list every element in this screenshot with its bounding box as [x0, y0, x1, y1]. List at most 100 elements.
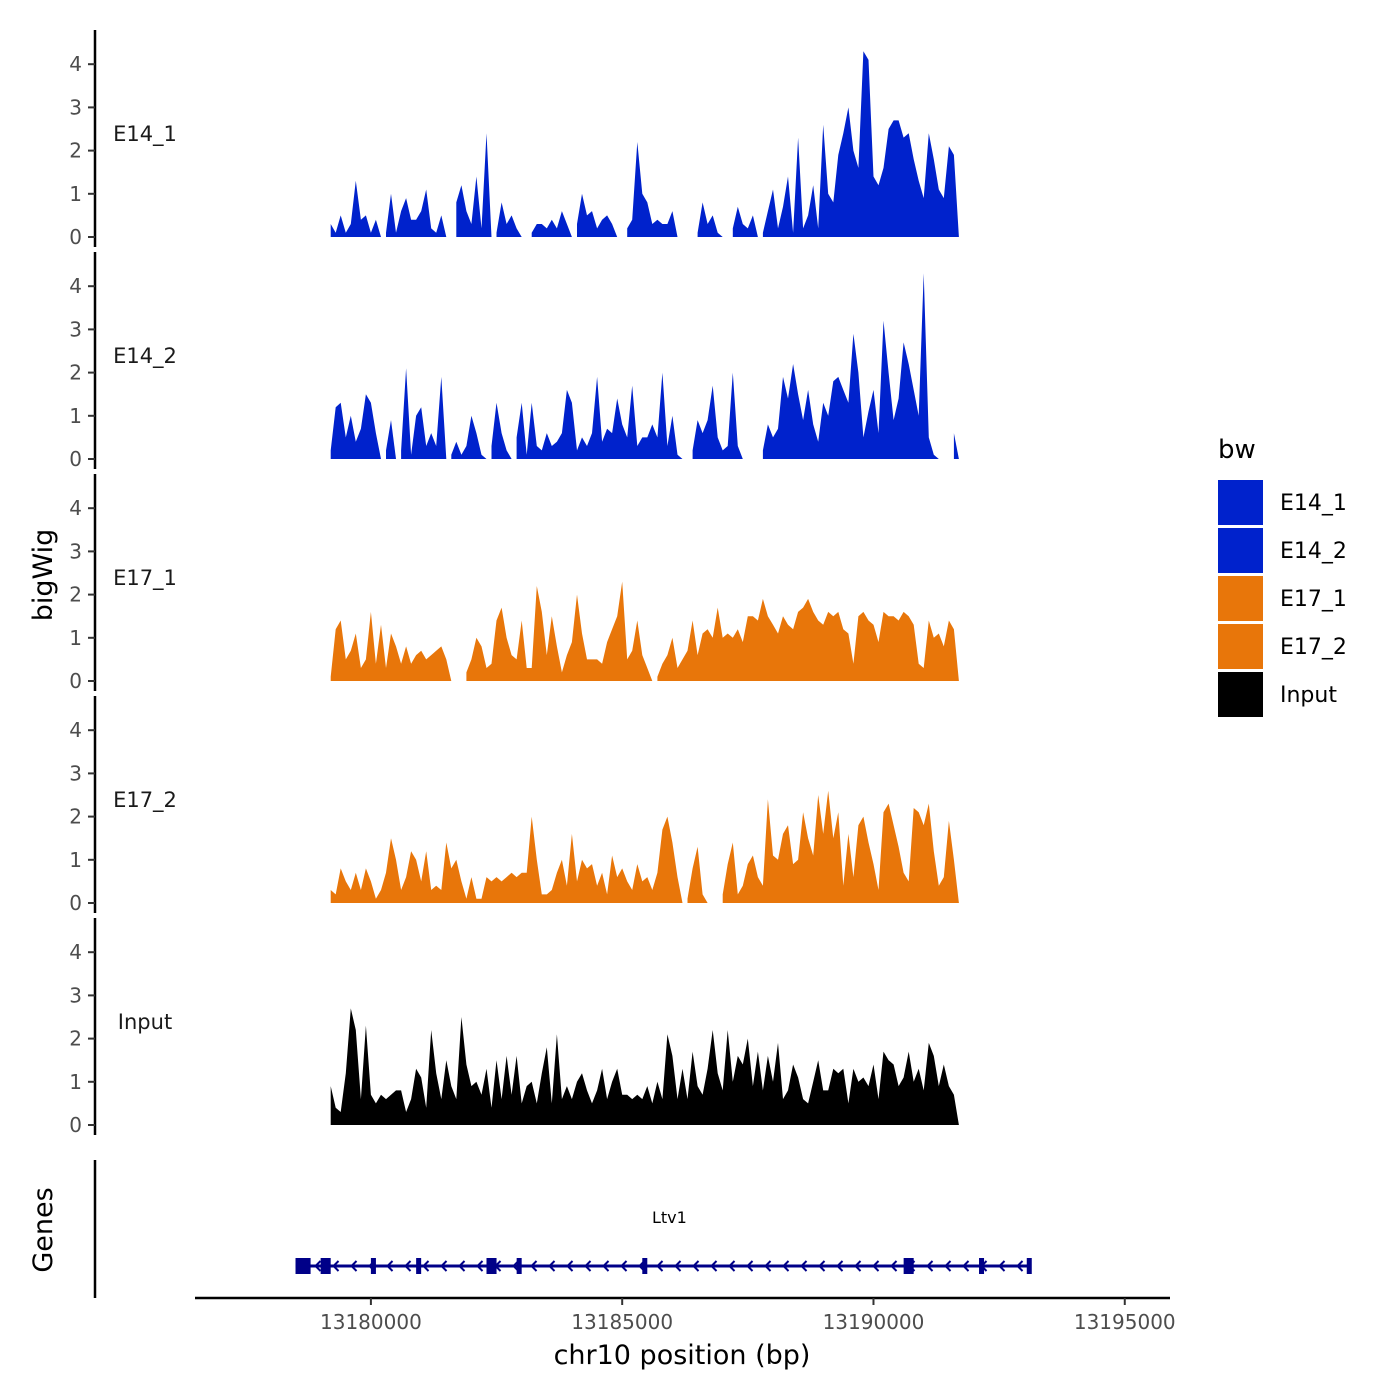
x-tick-label: 13195000: [1074, 1310, 1176, 1334]
y-tick-label: 2: [69, 361, 82, 385]
track-label: E14_2: [113, 344, 177, 369]
gene-ltv1: Ltv1: [295, 1208, 1032, 1274]
strand-chevron: [836, 1260, 844, 1272]
coverage-area: [386, 420, 396, 459]
gene-track: Ltv1: [93, 1160, 1032, 1298]
strand-chevron: [926, 1260, 934, 1272]
coverage-area: [330, 180, 381, 237]
y-tick-label: 1: [69, 848, 82, 872]
track-e17-2: 0 1 2 3 4 E17_2: [69, 696, 959, 915]
coverage-tracks: 0 1 2 3 4 E14_1 0 1 2 3 4 E14_2 0 1 2 3 4 E17_1 0 1 2 3 4 E17_2…: [69, 30, 959, 1137]
y-tick-label: 2: [69, 1027, 82, 1051]
coverage-area: [687, 846, 708, 903]
strand-chevron: [746, 1260, 754, 1272]
legend-label: E14_1: [1280, 491, 1347, 516]
legend-label: E17_1: [1280, 587, 1347, 612]
coverage-area: [692, 372, 743, 459]
y-tick-label: 2: [69, 139, 82, 163]
strand-chevron: [476, 1260, 484, 1272]
gene-exon: [370, 1258, 376, 1274]
coverage-area: [451, 415, 487, 459]
strand-chevron: [332, 1260, 340, 1272]
gene-exon: [979, 1258, 985, 1274]
x-tick-label: 13190000: [823, 1310, 925, 1334]
strand-chevron: [548, 1260, 556, 1272]
coverage-area: [330, 816, 683, 903]
coverage-area: [466, 581, 653, 681]
strand-chevron: [656, 1260, 664, 1272]
gene-exon: [320, 1258, 331, 1274]
coverage-area: [762, 51, 959, 238]
y-tick-label: 3: [69, 317, 82, 341]
coverage-area: [657, 598, 959, 681]
coverage-area: [697, 202, 723, 237]
strand-chevron: [1016, 1260, 1024, 1272]
x-axis-title: chr10 position (bp): [554, 1340, 811, 1371]
strand-chevron: [530, 1260, 538, 1272]
x-tick-label: 13180000: [320, 1310, 422, 1334]
coverage-area: [577, 193, 618, 237]
y-tick-label: 1: [69, 626, 82, 650]
coverage-area: [330, 611, 452, 681]
strand-chevron: [854, 1260, 862, 1272]
track-label: E17_2: [113, 788, 177, 813]
coverage-area: [456, 133, 492, 237]
coverage-area: [722, 790, 959, 903]
track-e14-1: 0 1 2 3 4 E14_1: [69, 30, 959, 249]
legend-label: E17_2: [1280, 635, 1347, 660]
gene-exon: [1026, 1258, 1032, 1274]
legend-title: bw: [1218, 435, 1256, 465]
gene-name-label: Ltv1: [652, 1208, 687, 1227]
coverage-area: [762, 273, 939, 459]
y-tick-label: 0: [69, 225, 82, 249]
y-tick-label: 3: [69, 539, 82, 563]
track-e17-1: 0 1 2 3 4 E17_1: [69, 474, 959, 693]
legend-swatch: [1218, 672, 1263, 717]
strand-chevron: [350, 1260, 358, 1272]
legend-swatch: [1218, 528, 1263, 573]
gene-exon: [516, 1258, 522, 1274]
strand-chevron: [818, 1260, 826, 1272]
gene-exon: [295, 1258, 311, 1274]
track-label: E14_1: [113, 122, 177, 147]
y-tick-label: 2: [69, 805, 82, 829]
y-tick-label: 0: [69, 447, 82, 471]
coverage-area: [491, 402, 512, 459]
y-tick-label: 4: [69, 496, 82, 520]
coverage-area: [401, 368, 447, 459]
track-label: Input: [118, 1010, 172, 1034]
strand-chevron: [764, 1260, 772, 1272]
coverage-area: [516, 372, 683, 459]
strand-chevron: [674, 1260, 682, 1272]
strand-chevron: [782, 1260, 790, 1272]
strand-chevron: [404, 1260, 412, 1272]
strand-chevron: [458, 1260, 466, 1272]
legend-swatch: [1218, 480, 1263, 525]
coverage-area: [953, 433, 959, 459]
x-axis: 13180000 13185000 13190000 13195000: [195, 1296, 1176, 1334]
legend-label: E14_2: [1280, 539, 1347, 564]
strand-chevron: [620, 1260, 628, 1272]
coverage-area: [330, 394, 381, 459]
strand-chevron: [602, 1260, 610, 1272]
coverage-area: [732, 206, 758, 237]
y-tick-label: 3: [69, 983, 82, 1007]
y-tick-label: 0: [69, 1113, 82, 1137]
legend-swatch: [1218, 624, 1263, 669]
y-tick-label: 3: [69, 761, 82, 785]
coverage-area: [330, 1008, 959, 1125]
coverage-area: [496, 202, 522, 237]
y-tick-label: 0: [69, 891, 82, 915]
strand-chevron: [386, 1260, 394, 1272]
coverage-area: [627, 142, 678, 237]
legend-label: Input: [1280, 683, 1337, 708]
coverage-area: [531, 211, 572, 237]
y-tick-label: 4: [69, 52, 82, 76]
legend: bw E14_1 E14_2 E17_1 E17_2 Input: [1218, 435, 1347, 717]
strand-chevron: [800, 1260, 808, 1272]
track-label: E17_1: [113, 566, 177, 591]
y-tick-label: 1: [69, 182, 82, 206]
y-tick-label: 0: [69, 669, 82, 693]
gene-exon: [903, 1258, 914, 1274]
